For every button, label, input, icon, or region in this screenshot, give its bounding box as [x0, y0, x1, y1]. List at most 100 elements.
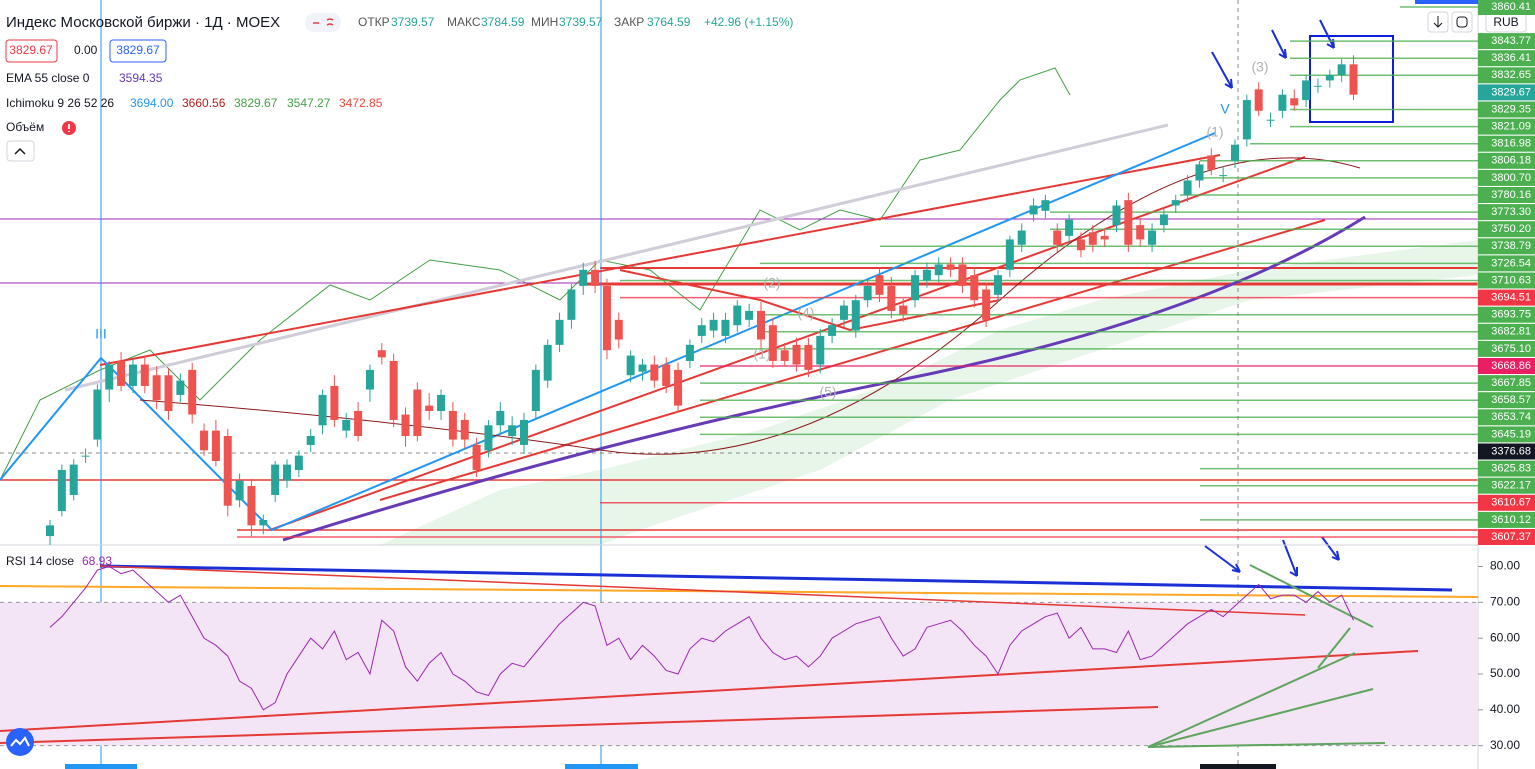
candle-body	[579, 269, 588, 286]
candle-body	[1254, 89, 1263, 111]
logo[interactable]	[6, 728, 34, 756]
candle-body	[1266, 119, 1275, 121]
candle-body	[520, 419, 528, 445]
ohlc-label: МАКС	[447, 15, 481, 29]
candle-body	[1005, 239, 1014, 270]
reset-button[interactable]	[1451, 11, 1473, 33]
candle-body	[460, 419, 469, 440]
range-marker	[565, 764, 638, 769]
fan-lines	[1147, 564, 1386, 748]
candle-body	[709, 319, 718, 331]
candle-body	[828, 325, 837, 336]
ohlc-label: МИН	[531, 15, 558, 29]
candle-body	[543, 344, 552, 381]
candle-body	[1100, 235, 1109, 240]
ohlc-label: ЗАКР	[614, 15, 644, 29]
candle-body	[81, 455, 90, 457]
collapse-button[interactable]	[6, 140, 35, 162]
candle-body	[57, 469, 66, 512]
price-label: 3726.54	[1491, 257, 1531, 269]
price-label-bg	[1478, 323, 1535, 340]
candle-body	[994, 275, 1002, 295]
candle-body	[792, 344, 801, 365]
rsi-drawings	[0, 564, 1479, 769]
trend-line	[0, 706, 1159, 744]
price-label-bg	[1478, 50, 1535, 67]
price-label-bg	[1478, 340, 1535, 357]
price-label: 3710.63	[1491, 274, 1531, 286]
candle-body	[970, 275, 979, 301]
price-label-bg	[1478, 204, 1535, 221]
candle-body	[1231, 144, 1239, 161]
candle-body	[140, 364, 149, 386]
ichimoku-value: 3829.67	[234, 96, 278, 110]
candle-body	[875, 275, 884, 295]
wave-label: (3)	[1251, 59, 1268, 75]
candle-body	[780, 350, 789, 361]
candle-body	[911, 275, 920, 301]
candle-body	[697, 325, 706, 336]
candle-body	[117, 360, 126, 386]
sell-button[interactable]	[5, 39, 58, 63]
ohlc-value: 3739.57	[559, 15, 603, 29]
candle-body	[46, 525, 54, 537]
candle-body	[1041, 200, 1050, 211]
candle-body	[164, 375, 173, 411]
candle-body	[555, 319, 564, 345]
candle-body	[958, 264, 967, 286]
candle-body	[306, 436, 315, 445]
rsi-value: 68.93	[82, 554, 112, 568]
price-label-bg	[1478, 477, 1535, 494]
price-label: 3829.35	[1491, 103, 1531, 115]
price-label: 3773.30	[1491, 206, 1531, 218]
candle-body	[413, 389, 422, 436]
price-label-bg	[1478, 187, 1535, 203]
ichimoku-name: Ichimoku 9 26 52 26	[6, 96, 114, 110]
price-label: 3376.68	[1491, 445, 1531, 457]
price-label: 3653.74	[1491, 411, 1531, 423]
candle-body	[401, 414, 410, 436]
price-label-bg	[1478, 255, 1535, 272]
candle-body	[1219, 175, 1228, 177]
sell-price: 3829.67	[9, 43, 53, 57]
ichimoku-value: 3472.85	[339, 96, 383, 110]
candle-body	[946, 264, 955, 270]
price-label-bg	[1478, 460, 1535, 477]
candle-body	[887, 285, 896, 311]
price-label-bg	[1478, 272, 1535, 289]
price-label: 3668.86	[1491, 360, 1531, 372]
candle-body	[839, 305, 848, 320]
toggle[interactable]	[305, 13, 341, 32]
candle-body	[472, 444, 481, 470]
y-tick-label: 30.00	[1490, 738, 1520, 752]
price-label-bg	[1478, 289, 1535, 306]
range-marker	[1200, 764, 1276, 769]
buy-button[interactable]	[109, 39, 167, 63]
candle-body	[685, 344, 694, 361]
candle-body	[567, 289, 576, 320]
reset-icon	[1456, 16, 1468, 28]
price-label-bg	[1478, 118, 1535, 135]
candle-body	[235, 480, 244, 501]
candle-body	[330, 385, 339, 420]
candle-body	[1171, 200, 1180, 206]
candle-body	[1159, 214, 1168, 226]
price-label: 3610.67	[1491, 497, 1531, 509]
price-label-bg	[1478, 238, 1535, 255]
currency: RUB	[1493, 15, 1518, 29]
candle-body	[1136, 225, 1145, 240]
price-label-bg	[1478, 494, 1535, 511]
candle-body	[1112, 205, 1121, 226]
candle-body	[294, 455, 303, 470]
ichimoku-value: 3694.00	[130, 96, 174, 110]
y-tick-label: 60.00	[1490, 630, 1520, 644]
y-tick-label: 50.00	[1490, 666, 1520, 680]
candle-body	[1053, 230, 1062, 245]
price-label: 3693.75	[1491, 309, 1531, 321]
candle-body	[1207, 155, 1216, 170]
candle-body	[365, 369, 374, 390]
candle-body	[247, 486, 256, 526]
price-label-bg	[1478, 511, 1535, 528]
candle-body	[93, 389, 102, 440]
